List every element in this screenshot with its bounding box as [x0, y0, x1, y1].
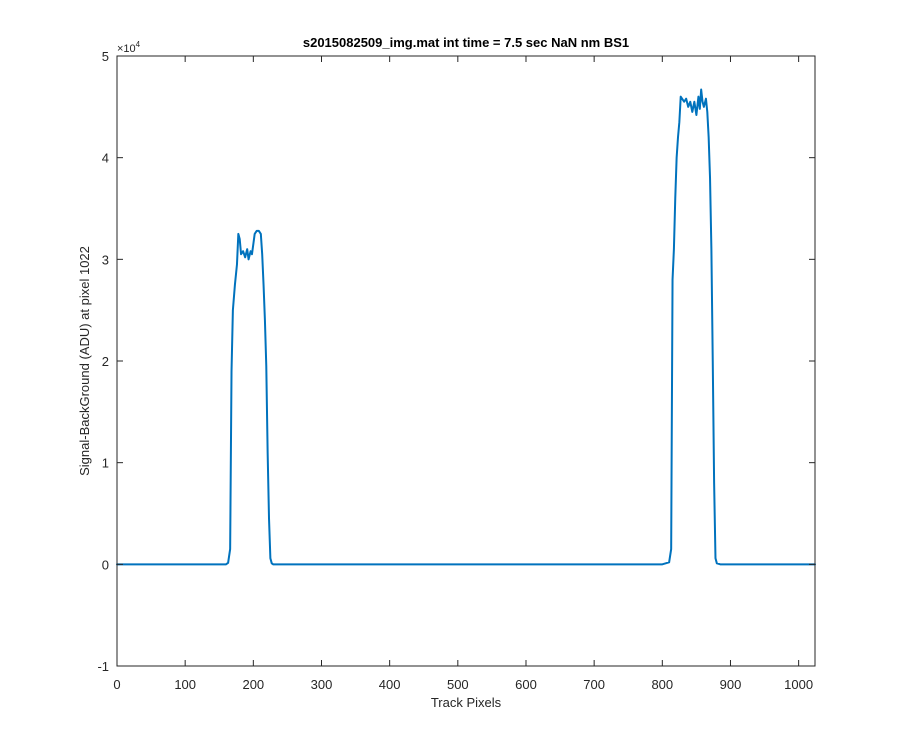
- x-tick-label: 1000: [784, 677, 813, 692]
- y-tick-label: 5: [102, 49, 109, 64]
- plot-area: [117, 56, 815, 666]
- x-axis-label: Track Pixels: [431, 695, 502, 710]
- x-tick-label: 0: [113, 677, 120, 692]
- y-tick-label: 1: [102, 456, 109, 471]
- x-tick-label: 600: [515, 677, 537, 692]
- y-tick-label: 3: [102, 252, 109, 267]
- y-tick-label: 4: [102, 151, 109, 166]
- y-tick-label: 0: [102, 557, 109, 572]
- y-axis-ticks: -1 0 1 2 3 4 5: [97, 49, 815, 674]
- y-tick-label: -1: [97, 659, 109, 674]
- x-axis-ticks: 0 100 200 300 400 500 600 700 800 900 1000: [113, 56, 813, 692]
- chart-title: s2015082509_img.mat int time = 7.5 sec N…: [303, 35, 629, 50]
- x-tick-label: 700: [583, 677, 605, 692]
- series-layer: [116, 88, 816, 566]
- y-axis-exponent-base: ×10: [117, 43, 136, 55]
- x-tick-label: 500: [447, 677, 469, 692]
- x-tick-label: 100: [174, 677, 196, 692]
- x-tick-label: 400: [379, 677, 401, 692]
- x-tick-label: 200: [242, 677, 264, 692]
- x-tick-label: 300: [311, 677, 333, 692]
- series-line: [116, 88, 816, 566]
- x-tick-label: 900: [720, 677, 742, 692]
- y-tick-label: 2: [102, 354, 109, 369]
- x-tick-label: 800: [651, 677, 673, 692]
- y-axis-label: Signal-BackGround (ADU) at pixel 1022: [77, 246, 92, 476]
- y-axis-exponent: ×104: [117, 40, 141, 55]
- y-axis-exponent-power: 4: [136, 40, 141, 49]
